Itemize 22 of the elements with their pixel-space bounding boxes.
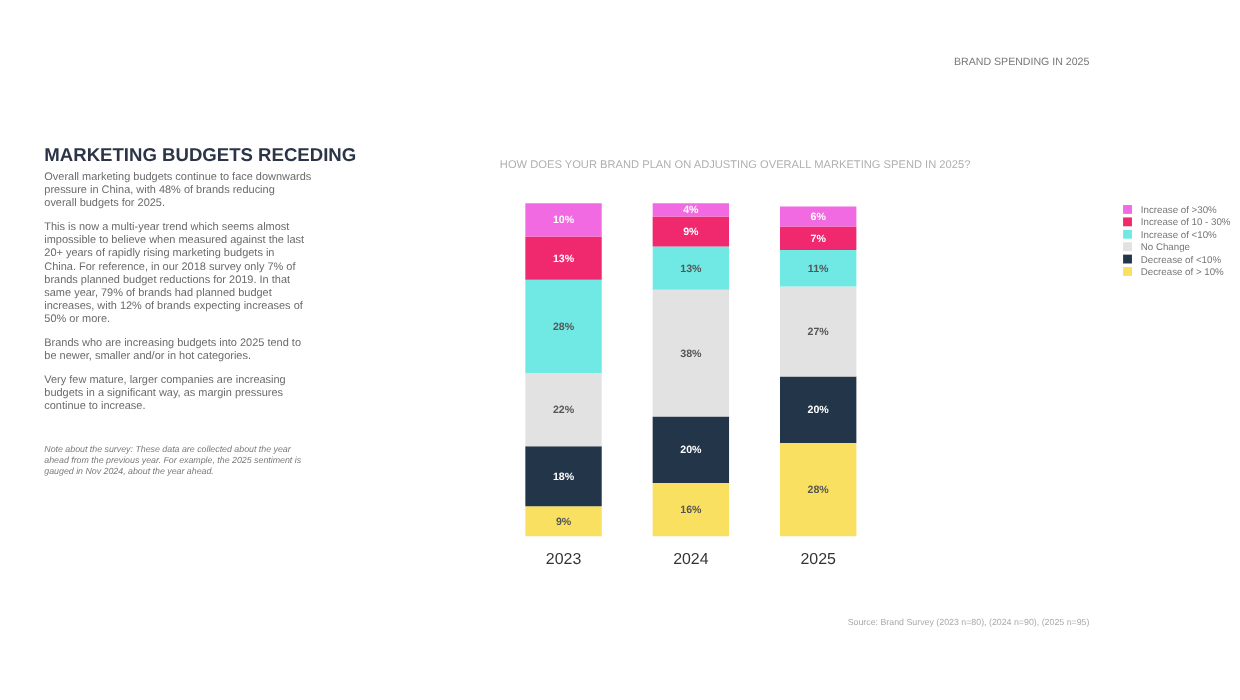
bar [525,446,602,507]
bar [652,216,730,247]
x-tick-label: 2023 [545,549,583,568]
bar [779,286,857,377]
bar [652,203,730,217]
bar [779,226,857,250]
text: MARKETING BUDGETS RECEDING [44,144,357,165]
bar [525,236,602,280]
bar [525,373,602,447]
bar [652,289,730,417]
x-tick-label: 2025 [800,549,838,568]
bar [779,206,857,227]
bar [525,506,602,537]
bar [525,203,602,237]
bar [652,416,730,483]
bar [652,483,730,537]
bar [779,376,857,444]
bar [779,443,857,537]
x-tick-label: 2024 [673,549,710,568]
bar [652,246,730,290]
bar [779,249,857,287]
bar [525,279,602,374]
